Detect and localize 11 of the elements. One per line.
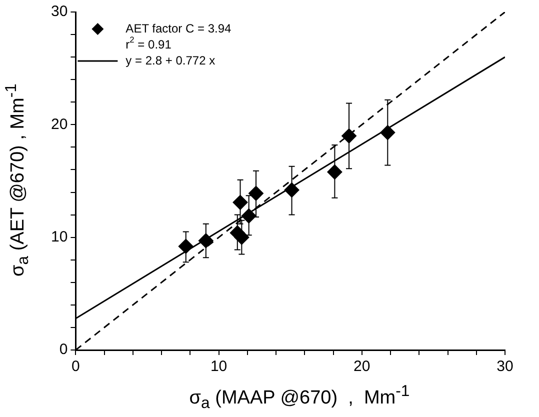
x-tick-label: 20 <box>354 358 370 376</box>
x-tick-label: 30 <box>496 358 514 376</box>
legend-label: AET factor C = 3.94 <box>126 21 232 36</box>
legend-label: y = 2.8 + 0.772 x <box>126 53 216 68</box>
y-tick-label: 20 <box>50 116 68 133</box>
y-tick-label: 10 <box>50 228 68 246</box>
y-tick-label: 30 <box>50 3 68 20</box>
x-tick-label: 0 <box>72 358 80 376</box>
x-axis-title: σ$_{a}$ (MAAP @670) , Mm$^{-1}$ <box>188 383 411 414</box>
x-tick-label: 10 <box>210 358 228 376</box>
y-tick-label: 0 <box>59 341 68 358</box>
